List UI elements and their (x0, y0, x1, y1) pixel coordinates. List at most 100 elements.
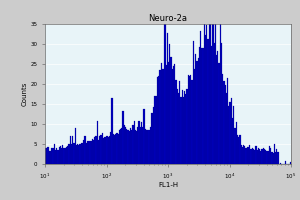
Bar (193, 41, 194, 164)
Bar (217, 51, 218, 164)
Bar (250, 149, 252, 164)
Bar (170, 57, 172, 164)
Bar (222, 74, 223, 164)
Bar (112, 134, 114, 164)
Y-axis label: Counts: Counts (22, 82, 28, 106)
Bar (60, 146, 61, 164)
Bar (135, 130, 136, 164)
Bar (215, 24, 216, 164)
Bar (196, 61, 197, 164)
Bar (151, 113, 152, 164)
Bar (188, 75, 189, 164)
Bar (253, 149, 254, 164)
Bar (226, 93, 227, 164)
Bar (202, 48, 204, 164)
Bar (71, 144, 72, 164)
Bar (186, 89, 188, 164)
Bar (201, 48, 202, 164)
Bar (114, 135, 115, 164)
Bar (189, 76, 190, 164)
Bar (108, 137, 109, 164)
Bar (46, 148, 47, 164)
Bar (280, 163, 281, 164)
Bar (55, 150, 56, 164)
Bar (200, 31, 201, 164)
Bar (268, 151, 269, 164)
Bar (84, 136, 86, 164)
Bar (278, 152, 279, 164)
Bar (228, 106, 230, 164)
Bar (162, 69, 163, 164)
Bar (126, 129, 128, 164)
Bar (122, 111, 124, 164)
Bar (70, 136, 71, 164)
Bar (169, 44, 170, 164)
Bar (236, 122, 237, 164)
Bar (137, 127, 139, 164)
Bar (212, 24, 214, 164)
Bar (179, 81, 180, 164)
Bar (98, 140, 99, 164)
Bar (110, 132, 111, 164)
Bar (159, 70, 160, 164)
Bar (63, 148, 65, 164)
Bar (173, 66, 174, 164)
Bar (99, 136, 100, 164)
Bar (109, 136, 110, 164)
Bar (154, 96, 156, 164)
Bar (191, 80, 193, 164)
Bar (88, 141, 89, 164)
Bar (190, 75, 191, 164)
Bar (139, 121, 140, 164)
Bar (172, 69, 173, 164)
Bar (176, 80, 177, 164)
Bar (168, 62, 169, 164)
Bar (77, 144, 78, 164)
Bar (204, 24, 205, 164)
Bar (100, 135, 102, 164)
Bar (52, 148, 54, 164)
Bar (225, 85, 226, 164)
Bar (269, 146, 270, 164)
Bar (124, 125, 125, 164)
Bar (160, 63, 162, 164)
Bar (237, 135, 238, 164)
Bar (255, 146, 256, 164)
Bar (163, 69, 164, 164)
Bar (56, 148, 57, 164)
Bar (143, 109, 145, 164)
Bar (205, 35, 206, 164)
Bar (271, 152, 272, 164)
Bar (218, 63, 220, 164)
X-axis label: FL1-H: FL1-H (158, 182, 178, 188)
Bar (148, 130, 149, 164)
Bar (120, 129, 121, 164)
Bar (149, 127, 151, 164)
Bar (232, 118, 233, 164)
Bar (102, 133, 103, 164)
Bar (66, 147, 67, 164)
Bar (78, 145, 80, 164)
Bar (260, 151, 262, 164)
Bar (136, 131, 137, 164)
Bar (97, 121, 98, 164)
Bar (248, 147, 249, 164)
Bar (256, 150, 258, 164)
Bar (106, 136, 108, 164)
Bar (227, 78, 228, 164)
Bar (47, 147, 49, 164)
Bar (95, 136, 97, 164)
Bar (91, 141, 92, 164)
Bar (68, 144, 70, 164)
Bar (275, 152, 276, 164)
Bar (62, 145, 63, 164)
Bar (276, 149, 278, 164)
Bar (270, 148, 271, 164)
Bar (94, 137, 95, 164)
Bar (65, 148, 66, 164)
Bar (249, 145, 250, 164)
Bar (51, 148, 52, 164)
Bar (252, 148, 253, 164)
Bar (146, 130, 147, 164)
Bar (185, 94, 186, 164)
